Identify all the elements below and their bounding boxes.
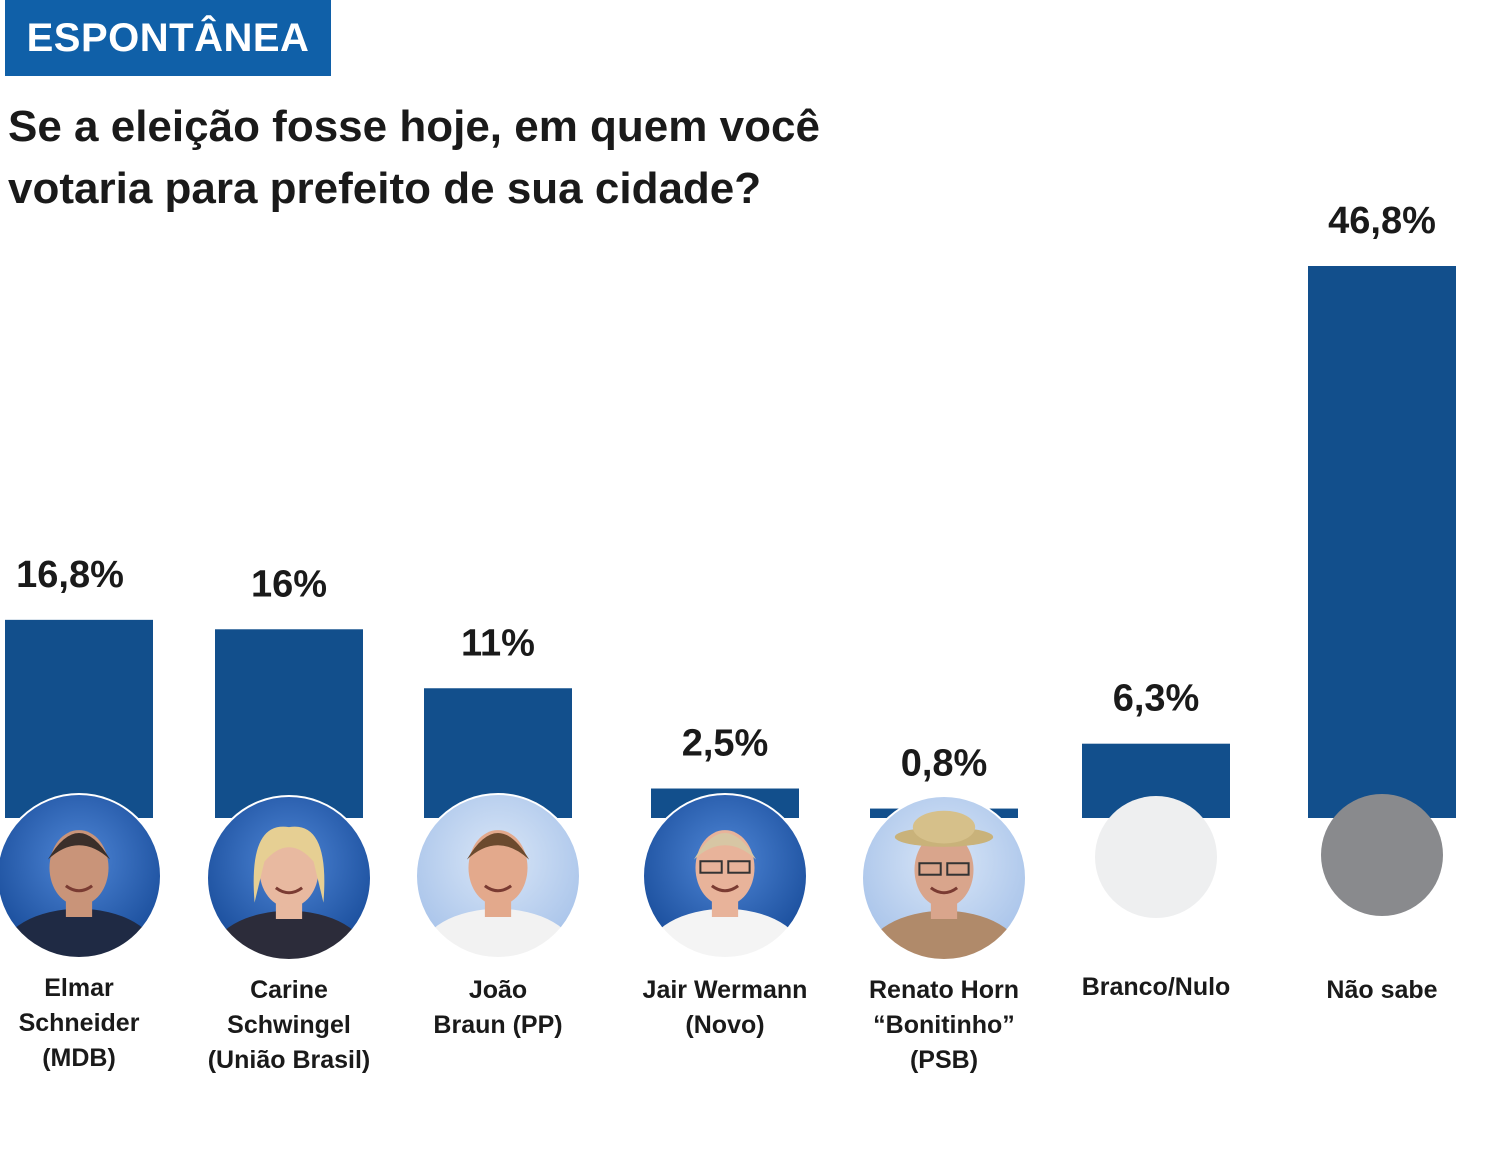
- value-label: 16,8%: [16, 554, 124, 596]
- bar: [1308, 266, 1456, 818]
- candidate-photo: [0, 793, 162, 959]
- value-label: 16%: [251, 563, 327, 605]
- value-label: 0,8%: [901, 743, 988, 785]
- candidate-photo: [415, 793, 581, 959]
- category-label: Renato Horn “Bonitinho” (PSB): [869, 976, 1019, 1074]
- value-label: 11%: [461, 622, 535, 664]
- value-label: 2,5%: [682, 723, 769, 765]
- category-label: Elmar Schneider (MDB): [18, 974, 140, 1072]
- category-label: Não sabe: [1326, 976, 1438, 1004]
- category-label: Jair Wermann (Novo): [642, 976, 808, 1039]
- category-label: João Braun (PP): [433, 976, 563, 1039]
- value-label: 46,8%: [1328, 200, 1436, 242]
- category-tag: ESPONTÂNEA: [5, 0, 331, 76]
- bar: [215, 629, 363, 818]
- category-label: Branco/Nulo: [1081, 973, 1231, 1001]
- candidate-photo: [642, 793, 808, 959]
- bar: [5, 619, 153, 818]
- nao-sabe-marker: [1321, 794, 1443, 916]
- chart-title: Se a eleição fosse hoje, em quem você vo…: [8, 102, 820, 213]
- branco-nulo-marker: [1095, 796, 1217, 918]
- candidate-photo: [206, 795, 372, 961]
- candidate-photo: [861, 795, 1027, 961]
- category-label: Carine Schwingel (União Brasil): [207, 976, 371, 1074]
- value-label: 6,3%: [1113, 678, 1200, 720]
